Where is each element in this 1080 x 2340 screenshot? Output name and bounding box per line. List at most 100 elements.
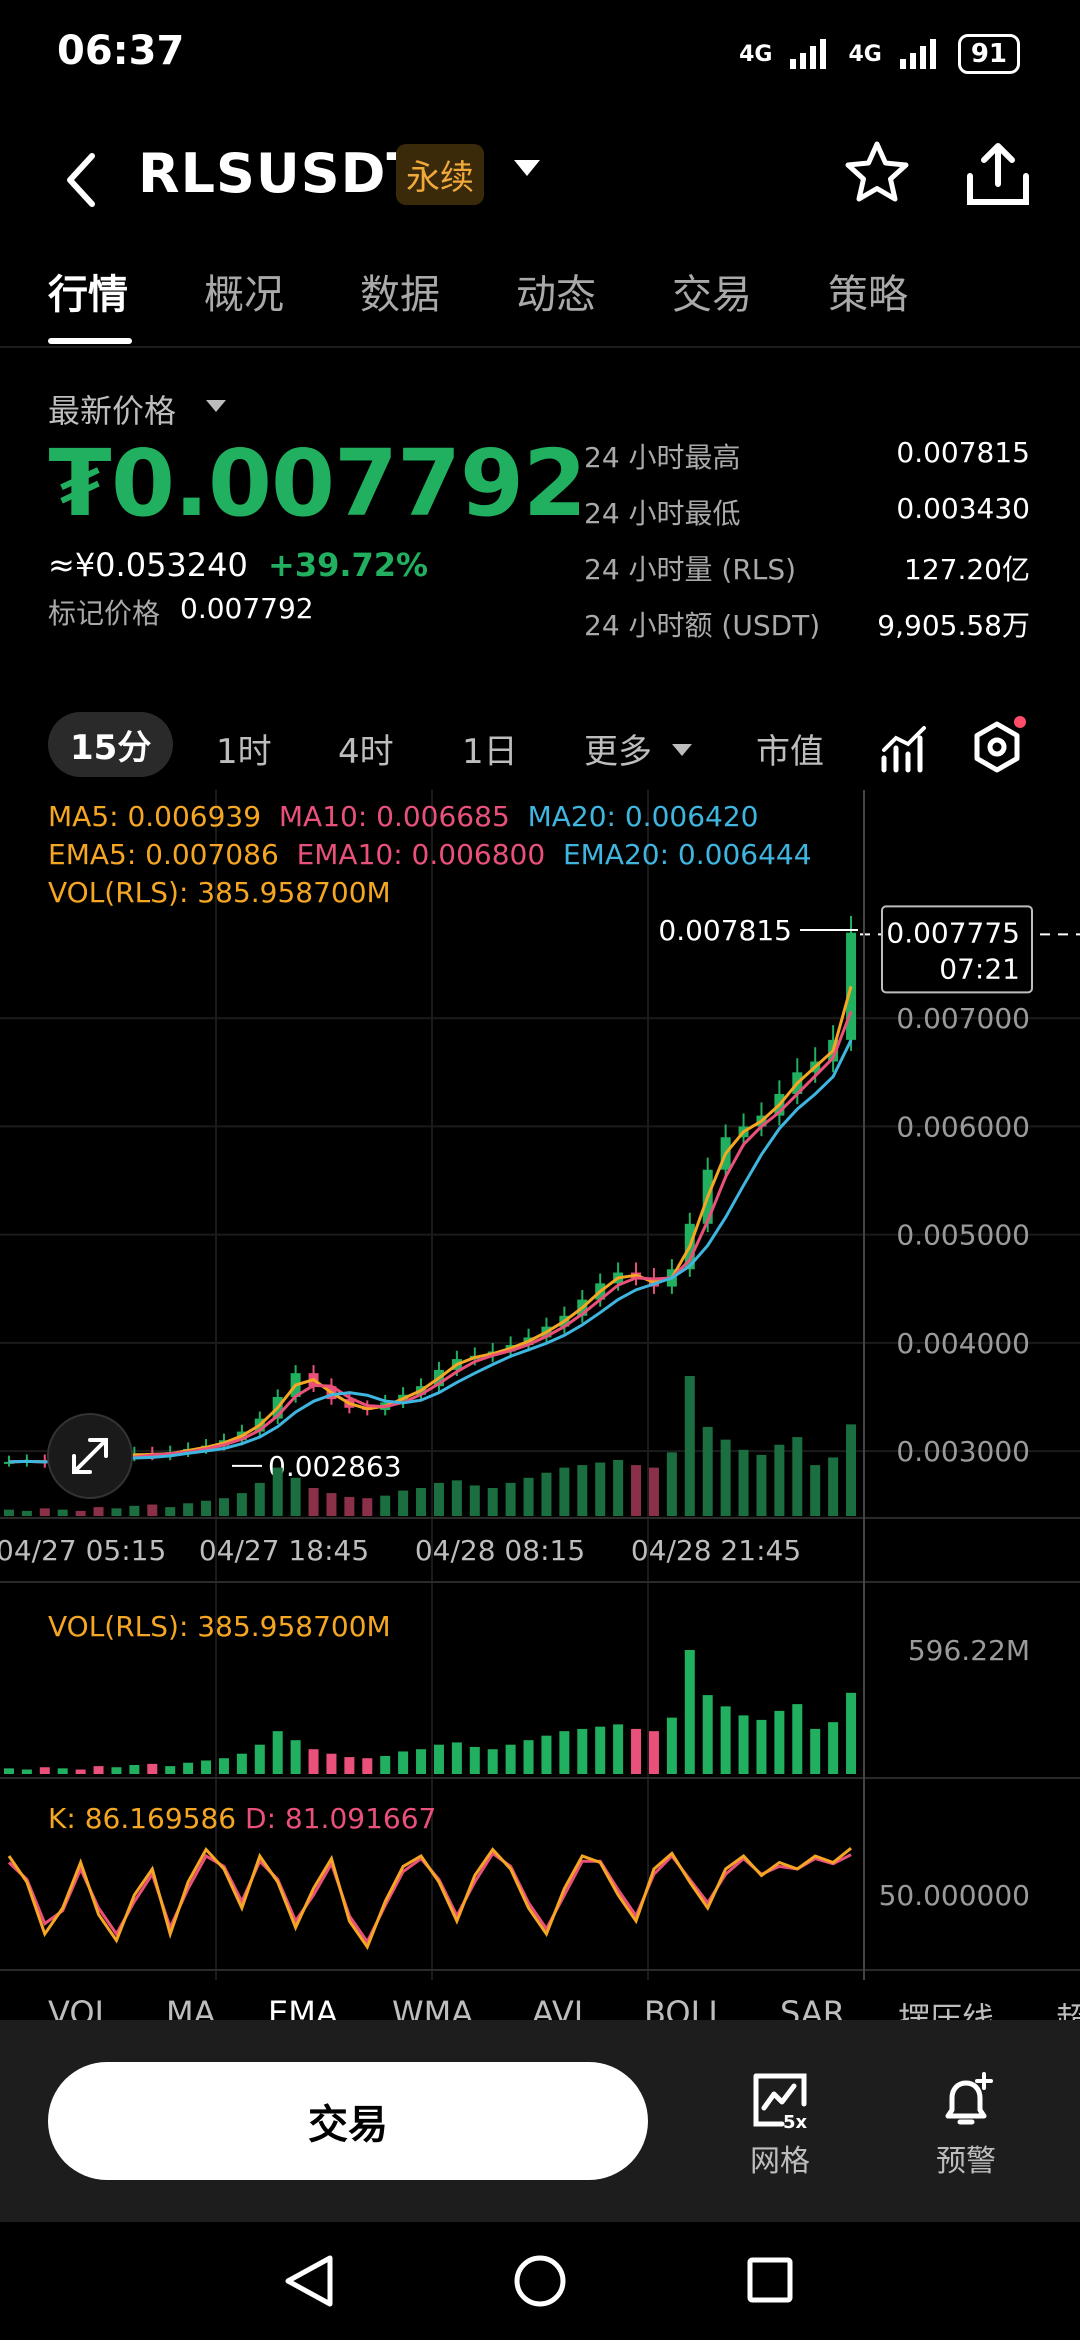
stat-value: 0.003430: [896, 492, 1030, 525]
tab-market[interactable]: 行情: [48, 272, 128, 318]
low-marker-label: 0.002863: [268, 1450, 402, 1483]
ema20-label: EMA20: 0.006444: [562, 838, 812, 871]
share-icon[interactable]: [962, 138, 1034, 210]
overlay-volume-bar: [380, 1495, 391, 1516]
tab-strategy[interactable]: 策略: [828, 272, 908, 318]
overlay-volume-bar: [846, 1424, 857, 1516]
alert-button[interactable]: 预警: [906, 2070, 1026, 2180]
star-icon[interactable]: [842, 138, 912, 208]
volume-panel-label: VOL(RLS): 385.958700M: [48, 1610, 391, 1643]
trade-button[interactable]: 交易: [48, 2062, 648, 2180]
ma20-line: [8, 1039, 853, 1464]
overlay-volume-bar: [218, 1498, 229, 1516]
volume-bar: [702, 1695, 713, 1774]
volume-bar: [810, 1728, 821, 1774]
settings-hex-icon[interactable]: [970, 720, 1024, 774]
volume-bar: [792, 1704, 803, 1774]
interval-4h[interactable]: 4时: [338, 732, 394, 772]
y-tick-label: 0.006000: [896, 1110, 1030, 1143]
overlay-volume-bar: [254, 1482, 265, 1516]
nav-back-icon[interactable]: [285, 2255, 333, 2307]
tab-news[interactable]: 动态: [516, 272, 596, 318]
symbol-title[interactable]: RLSUSDT: [138, 142, 425, 205]
volume-bar: [165, 1766, 176, 1774]
stat-row-volume: 24 小时量 (RLS) 127.20亿: [584, 548, 1030, 604]
overlay-volume-bar: [236, 1493, 247, 1516]
volume-bar: [380, 1755, 391, 1774]
volume-bar: [559, 1731, 570, 1774]
alert-label: 预警: [936, 2144, 996, 2179]
overlay-volume-bar: [290, 1477, 301, 1516]
network-indicator-1: 4G: [739, 41, 773, 67]
volume-bar: [613, 1724, 624, 1774]
volume-bar: [398, 1751, 409, 1774]
volume-bar: [218, 1758, 229, 1774]
latest-price-label[interactable]: 最新价格: [48, 392, 177, 430]
overlay-volume-bar: [21, 1510, 32, 1516]
indicator-chart-icon[interactable]: [880, 724, 928, 774]
y-tick-label: 0.007000: [896, 1002, 1030, 1035]
overlay-volume-bar: [433, 1482, 444, 1516]
perpetual-tag: 永续: [396, 144, 484, 205]
overlay-volume-bar: [147, 1504, 158, 1516]
overlay-volume-bar: [398, 1490, 409, 1516]
volume-bar: [648, 1731, 659, 1774]
active-tab-indicator: [48, 338, 132, 344]
volume-bar: [846, 1692, 857, 1774]
interval-1h[interactable]: 1时: [216, 732, 272, 772]
volume-bar: [290, 1740, 301, 1774]
price-chart[interactable]: 0.007000 0.006000 0.005000 0.004000 0.003000…: [0, 790, 1080, 2000]
back-arrow-icon[interactable]: [62, 150, 102, 210]
symbol-dropdown-icon[interactable]: [514, 160, 540, 176]
tab-overview[interactable]: 概况: [204, 272, 284, 318]
overlay-volume-bar: [810, 1465, 821, 1516]
overlay-volume-bar: [684, 1376, 695, 1516]
market-cap-toggle[interactable]: 市值: [756, 732, 824, 772]
stat-value: 0.007815: [896, 436, 1030, 469]
nav-recents-icon[interactable]: [747, 2257, 793, 2303]
interval-bar: 15分 1时 4时 1日 更多 市值: [0, 712, 1080, 786]
grid-strategy-icon: 5x: [753, 2073, 808, 2130]
volume-bar: [21, 1769, 32, 1774]
interval-more[interactable]: 更多: [584, 732, 652, 772]
interval-1d[interactable]: 1日: [462, 732, 518, 772]
nav-home-icon[interactable]: [514, 2255, 566, 2307]
grid-button[interactable]: 5x 网格: [720, 2070, 840, 2180]
more-dropdown-icon[interactable]: [672, 744, 692, 756]
main-tabs: 行情 概况 数据 动态 交易 策略: [0, 262, 1080, 348]
x-tick-label: 04/28 08:15: [415, 1534, 585, 1567]
overlay-volume-bar: [720, 1439, 731, 1516]
x-tick-label: 04/28 21:45: [631, 1534, 801, 1567]
kdj-panel-label: K: 86.169586 D: 81.091667: [48, 1802, 436, 1835]
x-tick-label: 04/27 18:45: [199, 1534, 369, 1567]
overlay-volume-bar: [541, 1472, 552, 1516]
ma20-label: MA20: 0.006420: [527, 800, 759, 833]
tab-data[interactable]: 数据: [360, 272, 440, 318]
volume-bar: [720, 1706, 731, 1774]
stat-label: 24 小时量 (RLS): [584, 553, 797, 586]
price-type-dropdown-icon[interactable]: [206, 400, 226, 412]
volume-bar: [362, 1758, 373, 1774]
volume-bar: [111, 1767, 122, 1774]
overlay-volume-bar: [648, 1467, 659, 1516]
y-tick-label: 0.004000: [896, 1327, 1030, 1360]
interval-15m[interactable]: 15分: [48, 712, 174, 777]
overlay-volume-bar: [756, 1454, 767, 1516]
overlay-volume-bar: [451, 1480, 462, 1516]
price-cny: ≈¥0.053240: [48, 546, 248, 584]
volume-bar: [828, 1722, 839, 1774]
stat-row-high: 24 小时最高 0.007815: [584, 436, 1030, 492]
ma-legend: MA5: 0.006939 MA10: 0.006685 MA20: 0.006…: [48, 800, 758, 833]
overlay-volume-bar: [3, 1509, 14, 1516]
volume-bar: [344, 1757, 355, 1774]
vol-legend: VOL(RLS): 385.958700M: [48, 876, 391, 909]
overlay-volume-bar: [469, 1485, 480, 1516]
expand-icon: [72, 1438, 108, 1474]
action-bar: 交易 5x 网格 预警: [0, 2020, 1080, 2222]
volume-bar: [756, 1719, 767, 1774]
tab-trade[interactable]: 交易: [672, 272, 752, 318]
grid-label: 网格: [750, 2144, 810, 2179]
volume-bar: [416, 1749, 427, 1774]
volume-bar: [469, 1746, 480, 1774]
overlay-volume-bar: [774, 1444, 785, 1516]
